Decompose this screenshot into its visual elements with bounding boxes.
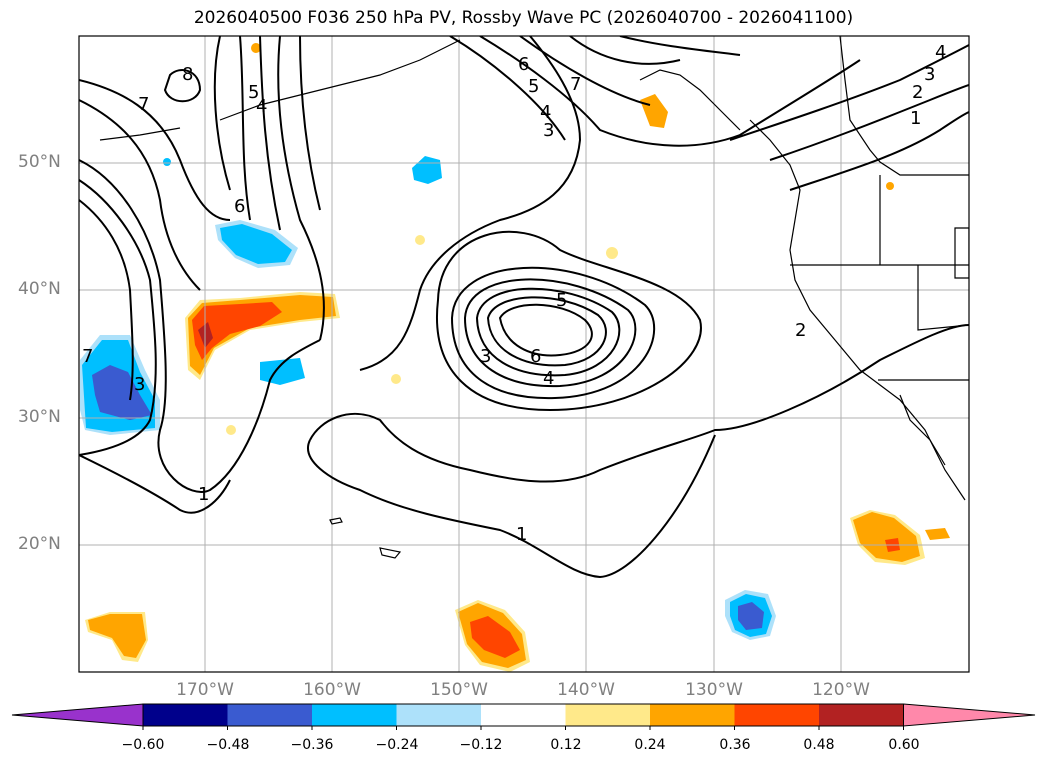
contour-label: 4 <box>540 102 551 123</box>
contour-label: 3 <box>134 374 145 395</box>
colorbar-segment <box>396 704 482 726</box>
contour-label: 6 <box>234 196 245 217</box>
colorbar-tick-label: −0.48 <box>206 737 250 753</box>
lat-label: 40°N <box>18 279 61 299</box>
contour-label: 6 <box>530 346 541 367</box>
lat-label: 20°N <box>18 534 61 554</box>
contour-label: 7 <box>82 346 93 367</box>
colorbar-tick-label: 0.24 <box>634 737 666 753</box>
contour-label: 5 <box>248 82 259 103</box>
colorbar-segment <box>565 704 651 726</box>
colorbar-segment <box>819 704 904 726</box>
contour-label: 5 <box>528 76 539 97</box>
contour-label: 2 <box>912 82 923 103</box>
colorbar-tick-label: 0.60 <box>888 737 920 753</box>
contour-label: 4 <box>256 96 267 117</box>
lat-label: 50°N <box>18 152 61 172</box>
contour-label: 5 <box>556 290 567 311</box>
colorbar-segment <box>650 704 735 726</box>
colorbar-tick-label: 0.12 <box>550 737 582 753</box>
lat-label: 30°N <box>18 407 61 427</box>
colorbar <box>11 703 1036 730</box>
contour-labels: 8 7 5 4 6 3 1 7 6 5 4 3 5 6 4 3 1 4 3 2 … <box>82 42 946 545</box>
colorbar-segment <box>312 704 397 726</box>
contour-label: 2 <box>795 320 806 341</box>
pv-contours <box>79 36 969 579</box>
map-title: 2026040500 F036 250 hPa PV, Rossby Wave … <box>193 8 854 28</box>
map-area: 8 7 5 4 6 3 1 7 6 5 4 3 5 6 4 3 1 4 3 2 … <box>79 36 969 672</box>
lon-label: 120°W <box>812 680 870 700</box>
lon-label: 150°W <box>430 680 488 700</box>
colorbar-extend-high <box>903 703 1036 727</box>
colorbar-tick-label: −0.12 <box>459 737 503 753</box>
colorbar-tick-label: −0.24 <box>375 737 419 753</box>
contour-label: 7 <box>570 74 581 95</box>
colorbar-segment <box>227 704 313 726</box>
contour-label: 8 <box>182 64 193 85</box>
shading-layer <box>80 43 950 672</box>
contour-label: 1 <box>198 484 209 505</box>
contour-label: 1 <box>910 108 921 129</box>
contour-label: 3 <box>924 64 935 85</box>
colorbar-tick-label: −0.60 <box>121 737 165 753</box>
contour-label: 4 <box>543 368 554 389</box>
map-frame <box>78 35 970 673</box>
contour-label: 3 <box>480 346 491 367</box>
lon-label: 160°W <box>303 680 361 700</box>
contour-label: 3 <box>543 120 554 141</box>
contour-label: 4 <box>935 42 946 63</box>
colorbar-segment <box>481 704 566 726</box>
colorbar-segment <box>734 704 820 726</box>
colorbar-extend-low <box>11 703 144 727</box>
colorbar-tick-label: 0.36 <box>719 737 751 753</box>
lon-label: 170°W <box>176 680 234 700</box>
contour-label: 6 <box>518 54 529 75</box>
lon-label: 130°W <box>685 680 743 700</box>
colorbar-tick-label: 0.48 <box>803 737 835 753</box>
colorbar-segment <box>143 704 228 726</box>
coastlines <box>99 36 969 559</box>
contour-label: 7 <box>138 94 149 115</box>
contour-label: 1 <box>516 524 527 545</box>
colorbar-frame <box>142 703 904 727</box>
colorbar-tick-label: −0.36 <box>290 737 334 753</box>
lon-label: 140°W <box>557 680 615 700</box>
